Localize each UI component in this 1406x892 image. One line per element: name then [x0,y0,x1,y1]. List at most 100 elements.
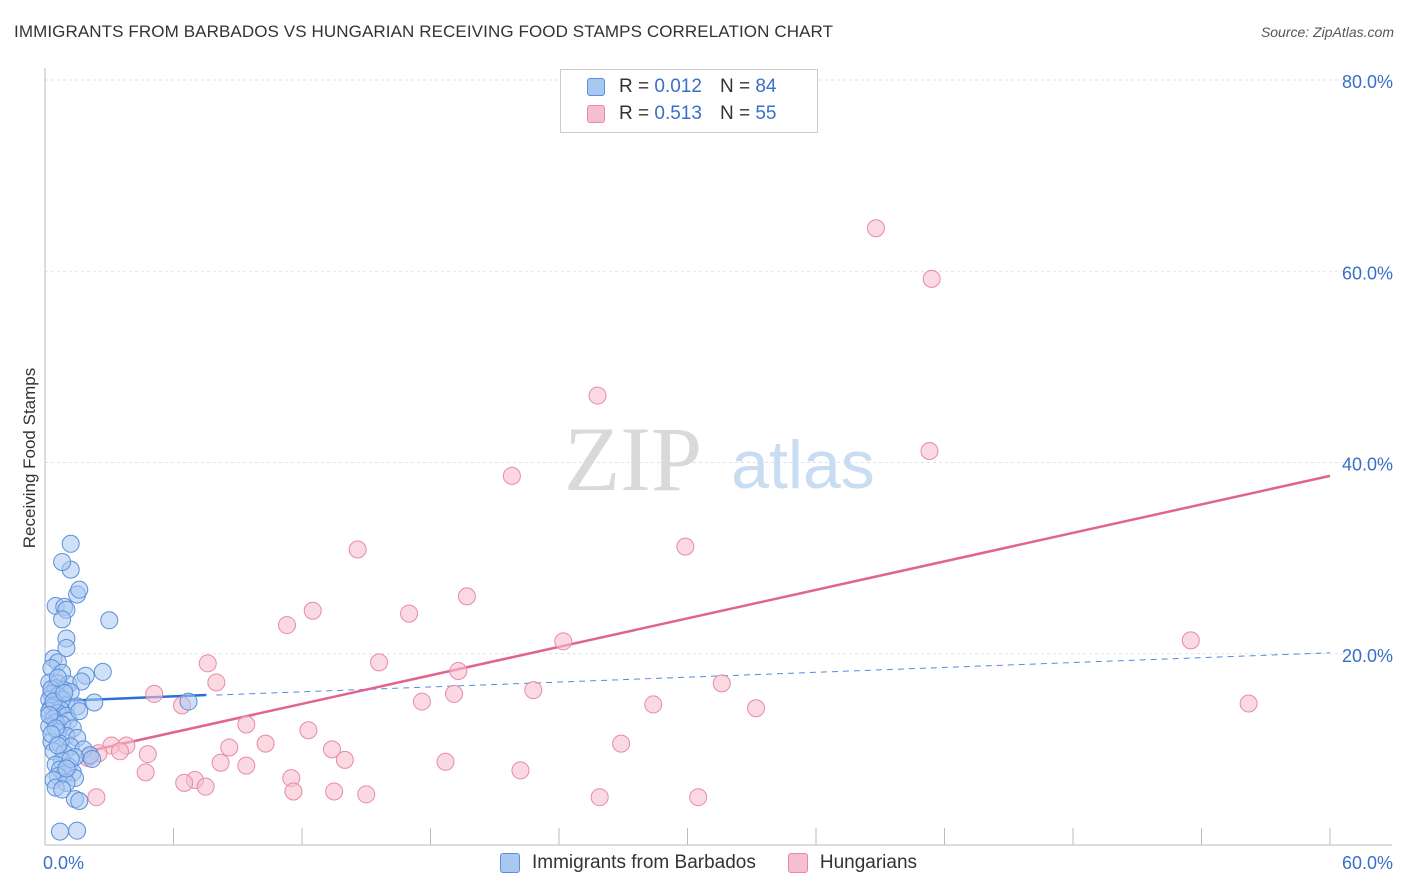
hungarians-point [612,734,631,753]
legend-label: Hungarians [819,852,918,873]
barbados-trend-dashed [216,652,1331,696]
series-legend: Immigrants from Barbados Hungarians [500,852,949,874]
chart-title: IMMIGRANTS FROM BARBADOS VS HUNGARIAN RE… [14,22,834,41]
hungarians-point [237,756,256,775]
hungarians-point [335,750,354,769]
hungarians-point [357,785,376,804]
hungarians-point [511,761,530,780]
watermark-zip: ZIP [564,408,702,510]
x-tick-label: 0.0% [43,853,84,873]
hungarians-point [457,587,476,606]
y-tick-label: 40.0% [1342,455,1393,475]
r-label: R = [619,76,650,97]
legend-label: Immigrants from Barbados [532,852,756,873]
hungarians-point [676,537,695,556]
legend-item-barbados[interactable]: Immigrants from Barbados [500,852,756,874]
hungarians-point [524,681,543,700]
barbados-point [70,792,89,811]
barbados-point [83,749,102,768]
grid-lines [45,79,1392,655]
barbados-point [72,672,91,691]
barbados-point [53,610,72,629]
hungarians-point [198,654,217,673]
hungarians-point [145,684,164,703]
hungarians-point [110,742,129,761]
legend-item-hungarians[interactable]: Hungarians [787,852,918,874]
barbados-point [57,759,76,778]
barbados-point [53,780,72,799]
barbados-point [50,822,69,841]
barbados-point [179,692,198,711]
barbados-points [40,534,198,841]
hungarians-swatch [587,105,605,123]
hungarians-point [348,540,367,559]
barbados-point [57,639,76,658]
r-value: 0.012 [654,76,702,97]
barbados-point [48,736,67,755]
barbados-point [53,552,72,571]
watermark: ZIP atlas [564,408,875,510]
hungarians-legend-swatch [787,853,808,873]
barbados-point [48,668,67,687]
n-label: N = [719,76,751,97]
hungarians-point [689,788,708,807]
hungarians-point [502,466,521,485]
y-tick-label: 80.0% [1342,72,1393,92]
hungarians-point [299,721,318,740]
r-value: 0.513 [654,103,702,124]
hungarians-point [554,632,573,651]
n-label: N = [719,103,751,124]
barbados-point [55,683,74,702]
hungarians-points [78,219,1258,807]
barbados-swatch [587,78,605,96]
r-label: R = [619,103,650,124]
hungarians-point [412,692,431,711]
hungarians-trend-line [89,474,1331,753]
x-tick-label: 60.0% [1342,853,1393,873]
hungarians-point [747,699,766,718]
stats-legend: R = 0.012 N = 84 R = 0.513 N = 55 [560,69,818,133]
barbados-legend-swatch [500,853,520,873]
hungarians-point [1239,694,1258,713]
hungarians-point [196,777,215,796]
hungarians-point [1181,631,1200,650]
watermark-atlas: atlas [731,427,875,503]
barbados-point [61,534,80,553]
stats-row-barbados: R = 0.012 N = 84 [587,75,776,99]
hungarians-point [445,684,464,703]
barbados-point [70,580,89,599]
hungarians-point [207,673,226,692]
hungarians-point [237,715,256,734]
hungarians-point [136,763,155,782]
n-value: 55 [755,103,777,124]
barbados-point [93,662,112,681]
y-axis-label: Receiving Food Stamps [20,367,39,549]
trend-lines [44,474,1331,753]
hungarians-point [922,269,941,288]
hungarians-point [370,653,389,672]
hungarians-point [138,745,157,764]
hungarians-point [220,738,239,757]
tick-labels: 20.0% 40.0% 60.0% 80.0% 0.0% 60.0% [43,72,1393,873]
hungarians-point [278,616,297,635]
y-tick-label: 60.0% [1342,263,1393,283]
hungarians-point [175,773,194,792]
barbados-point [70,702,89,721]
n-value: 84 [755,76,777,97]
hungarians-point [588,386,607,405]
hungarians-point [712,674,731,693]
source-label: Source: ZipAtlas.com [1260,24,1394,40]
barbados-point [100,611,119,630]
hungarians-point [866,219,885,238]
hungarians-point [211,753,230,772]
hungarians-point [436,752,455,771]
hungarians-point [644,695,663,714]
hungarians-point [325,782,344,801]
hungarians-point [303,601,322,620]
hungarians-point [400,604,419,623]
hungarians-point [322,740,341,759]
barbados-point [85,693,104,712]
stats-row-hungarians: R = 0.513 N = 55 [587,102,776,126]
barbados-point [68,821,87,840]
